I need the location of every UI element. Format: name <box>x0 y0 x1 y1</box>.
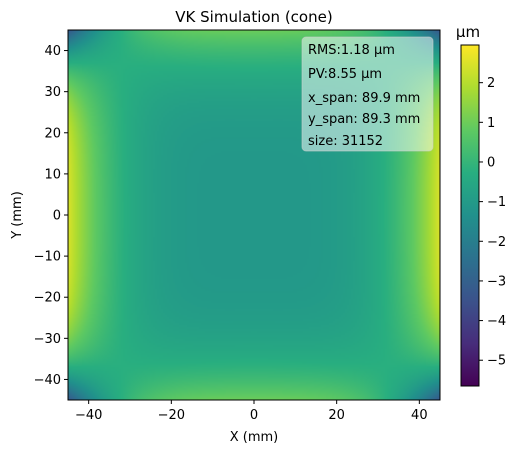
y-tick-label: −40 <box>34 373 61 388</box>
colorbar-tick-label: 0 <box>487 155 495 170</box>
x-tick-label: 20 <box>328 408 345 423</box>
stat-x-span: x_span: 89.9 mm <box>308 91 420 106</box>
colorbar-ticks: −5 −4 −3 −2 −1 0 1 2 <box>479 76 506 369</box>
colorbar-tick-label: −4 <box>487 314 506 329</box>
stat-size: size: 31152 <box>308 134 383 149</box>
colorbar-label: μm <box>456 23 480 41</box>
x-axis-ticks: −40 −20 0 20 40 <box>75 400 428 423</box>
colorbar-tick-label: 2 <box>487 76 495 91</box>
y-tick-label: 0 <box>53 209 61 224</box>
y-tick-label: 10 <box>44 167 61 182</box>
colorbar-tick-label: −3 <box>487 274 506 289</box>
y-tick-label: 40 <box>44 44 61 59</box>
x-tick-label: −40 <box>75 408 102 423</box>
colorbar-tick-label: −2 <box>487 235 506 250</box>
y-axis-label: Y (mm) <box>10 191 25 240</box>
stat-pv: PV:8.55 μm <box>308 67 382 82</box>
colorbar-tick-label: 1 <box>487 116 495 131</box>
x-tick-label: 40 <box>411 408 428 423</box>
y-tick-label: 20 <box>44 126 61 141</box>
colorbar: μm −5 −4 −3 −2 −1 0 1 2 <box>456 23 506 387</box>
chart-title: VK Simulation (cone) <box>175 8 332 26</box>
stat-y-span: y_span: 89.3 mm <box>308 112 420 127</box>
x-tick-label: 0 <box>250 408 258 423</box>
colorbar-gradient <box>460 44 480 387</box>
x-axis-label: X (mm) <box>230 430 279 445</box>
y-tick-label: −10 <box>34 250 61 265</box>
y-tick-label: 30 <box>44 85 61 100</box>
x-tick-label: −20 <box>158 408 185 423</box>
y-tick-label: −20 <box>34 291 61 306</box>
colorbar-tick-label: −5 <box>487 354 506 369</box>
stats-box-background <box>301 36 434 152</box>
stats-box: RMS:1.18 μm PV:8.55 μm x_span: 89.9 mm y… <box>301 36 434 152</box>
colorbar-tick-label: −1 <box>487 195 506 210</box>
y-tick-label: −30 <box>34 332 61 347</box>
stat-rms: RMS:1.18 μm <box>308 43 395 58</box>
y-axis-ticks: −40 −30 −20 −10 0 10 20 30 40 <box>34 44 68 388</box>
